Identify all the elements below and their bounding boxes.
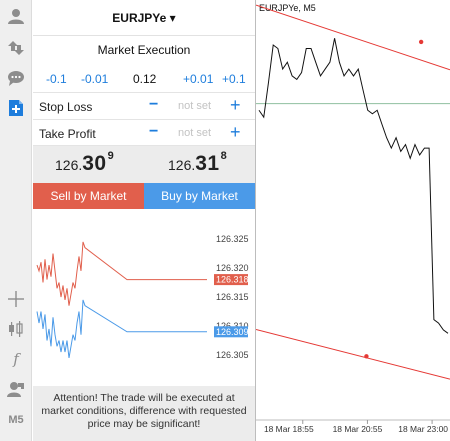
left-toolbar: f M5 [0,0,32,441]
price-tick-label: 126.305 [216,350,249,360]
take-profit-minus-button[interactable]: − [149,123,159,140]
execution-type[interactable]: Market Execution [97,43,191,57]
time-label: 18 Mar 23:00 [398,424,448,434]
take-profit-row: Take Profit − not set + [33,119,255,146]
timeframe-label[interactable]: M5 [8,414,24,426]
buy-by-market-button[interactable]: Buy by Market [144,183,255,209]
main-price-chart[interactable]: EURJPYe, M5 18 Mar 18:55 18 Mar 20:55 18… [255,0,450,441]
price-tick-label: 126.325 [216,234,249,244]
bid-price-fraction: 9 [107,150,114,162]
ask-price: 126.318 [168,150,227,176]
accounts-icon[interactable] [6,6,26,26]
ask-price-fraction: 8 [220,150,227,162]
channel-upper-line[interactable] [256,4,450,71]
channel-lower-line[interactable] [256,328,450,380]
chart-title: EURJPYe, M5 [259,3,316,13]
volume-row: -0.1 -0.01 0.12 +0.01 +0.1 [33,64,255,92]
attention-notice: Attention! The trade will be executed at… [33,386,255,441]
stop-loss-label: Stop Loss [39,100,93,114]
price-tick-label: 126.310 [216,321,249,331]
time-label: 18 Mar 18:55 [264,424,314,434]
chat-icon[interactable] [6,68,26,88]
take-profit-label: Take Profit [39,127,96,141]
price-tick-label: 126.315 [216,292,249,302]
svg-text:f: f [12,350,21,368]
order-panel: EURJPYe ▾ Market Execution -0.1 -0.01 0.… [33,0,255,441]
take-profit-plus-button[interactable]: + [230,122,241,142]
volume-minus-0-01[interactable]: -0.01 [81,72,109,86]
indicators-icon[interactable]: f [6,349,26,369]
ask-price-prefix: 126. [168,157,196,173]
sell-by-market-button[interactable]: Sell by Market [33,183,144,209]
volume-plus-0-01[interactable]: +0.01 [183,72,214,86]
bid-tick-line [36,299,207,358]
ask-tick-line [36,241,207,306]
bid-price-prefix: 126. [55,157,83,173]
stop-loss-value[interactable]: not set [178,100,212,112]
bid-price: 126.309 [55,150,114,176]
ask-price-label: 126.318 [216,275,249,285]
bid-price-label: 126.309 [216,327,249,337]
crosshair-icon[interactable] [6,289,26,309]
price-tick-label: 126.320 [216,263,249,273]
volume-value[interactable]: 0.12 [133,72,157,86]
take-profit-value[interactable]: not set [178,127,212,139]
new-order-icon[interactable] [6,98,26,118]
volume-plus-0-1[interactable]: +0.1 [222,72,246,86]
price-series-line [258,38,449,334]
stop-loss-row: Stop Loss − not set + [33,92,255,119]
stop-loss-minus-button[interactable]: − [149,96,159,113]
ask-price-tag [214,274,248,286]
price-display: 126.309 126.318 [33,146,255,183]
objects-icon[interactable] [6,379,26,399]
channel-upper-anchor[interactable] [418,39,424,45]
bars-icon[interactable] [6,319,26,339]
tick-chart: 126.325 126.320 126.315 126.310 126.305 126.3… [36,234,249,360]
ask-price-pips: 31 [195,152,220,175]
bid-price-tag [214,326,248,338]
channel-lower-anchor[interactable] [364,354,369,359]
trade-icon[interactable] [6,38,26,58]
stop-loss-plus-button[interactable]: + [230,95,241,115]
volume-minus-0-1[interactable]: -0.1 [46,72,67,86]
symbol-selector[interactable]: EURJPYe ▾ [33,0,255,36]
time-label: 18 Mar 20:55 [333,424,383,434]
bid-price-pips: 30 [82,152,107,175]
